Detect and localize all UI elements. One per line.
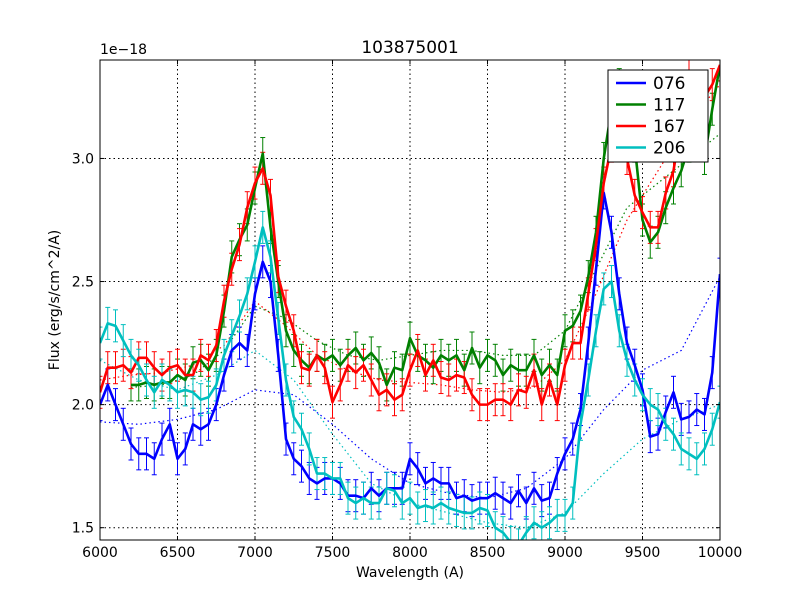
x-tick-label: 6000 (82, 545, 118, 561)
legend-label-117: 117 (653, 96, 685, 116)
x-axis-label: Wavelength (A) (356, 565, 464, 581)
legend-label-076: 076 (653, 74, 685, 94)
smooth-curve-117 (130, 133, 720, 388)
axis-ticks: 6000 6500 7000 7500 8000 8500 9000 9500 10000 1.5… (72, 60, 743, 561)
x-tick-label: 7000 (237, 545, 273, 561)
y-tick-label: 1.5 (72, 521, 94, 537)
x-tick-label: 8000 (392, 545, 428, 561)
chart-title: 103875001 (361, 38, 458, 58)
y-tick-label: 2.0 (72, 398, 94, 414)
x-tick-label: 6500 (160, 545, 196, 561)
x-tick-label: 9000 (547, 545, 583, 561)
y-axis-label: Flux (erg/s/cm^2/A) (47, 230, 63, 370)
y-tick-label: 3.0 (72, 151, 94, 167)
series-line-206 (100, 226, 720, 540)
x-tick-label: 8500 (470, 545, 506, 561)
x-tick-label: 7500 (315, 545, 351, 561)
y-offset-label: 1e−18 (100, 42, 147, 58)
legend-label-206: 206 (653, 139, 685, 159)
x-tick-label: 10000 (698, 545, 743, 561)
x-tick-label: 9500 (625, 545, 661, 561)
y-tick-label: 2.5 (72, 275, 94, 291)
series-line-076 (100, 191, 720, 505)
legend-label-167: 167 (653, 117, 685, 137)
